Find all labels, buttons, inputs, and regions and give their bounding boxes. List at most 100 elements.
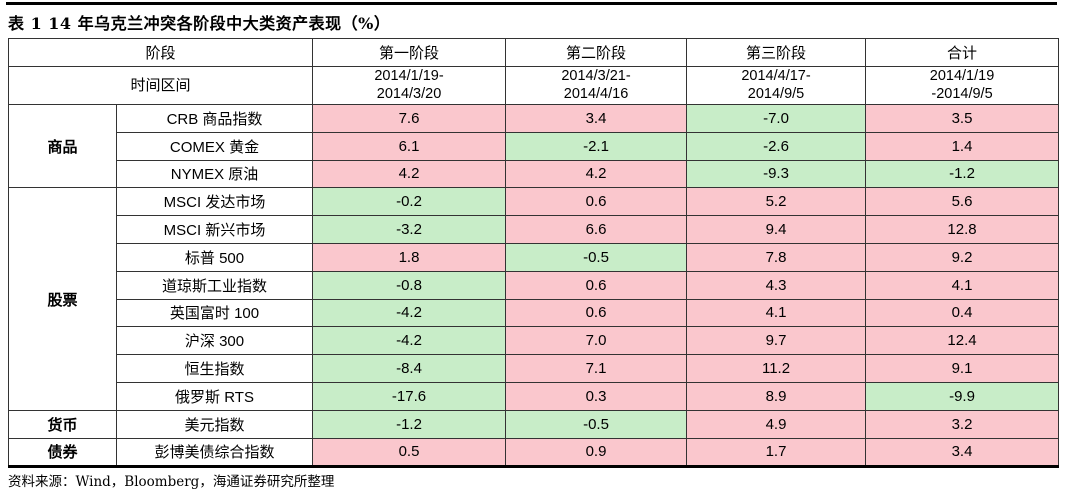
value-cell: -0.5 (505, 409, 688, 439)
value-cell: -8.4 (312, 354, 507, 383)
value-cell: 0.3 (505, 381, 688, 411)
total-period: 2014/1/19 -2014/9/5 (865, 66, 1060, 105)
category-cell: 商品 (8, 103, 117, 189)
value-cell: 12.8 (865, 215, 1060, 244)
value-cell: 0.6 (505, 298, 688, 328)
period-line: -2014/9/5 (931, 85, 993, 102)
value-cell: 1.4 (865, 131, 1060, 161)
source-note: 资料来源：Wind，Bloomberg，海通证券研究所整理 (8, 474, 335, 490)
total-header: 合计 (865, 38, 1060, 67)
value-cell: 5.6 (865, 187, 1060, 217)
table-row: 货币 美元指数 -1.2 -0.5 4.9 3.2 (8, 409, 1060, 439)
asset-cell: COMEX 黄金 (115, 131, 314, 161)
period-line: 2014/4/17- (741, 68, 811, 85)
period-line: 2014/4/16 (563, 85, 629, 102)
asset-cell: 道琼斯工业指数 (115, 270, 314, 300)
value-cell: 0.6 (505, 187, 688, 217)
value-cell: -9.9 (865, 381, 1060, 411)
value-cell: -7.0 (686, 104, 867, 133)
stage-header-label: 阶段 (7, 38, 314, 67)
value-cell: 9.1 (865, 354, 1060, 383)
stage-2-period: 2014/3/21- 2014/4/16 (505, 66, 688, 105)
stage-3-period: 2014/4/17- 2014/9/5 (686, 66, 867, 105)
stage-3-header: 第三阶段 (686, 38, 867, 67)
table-row: 俄罗斯 RTS -17.6 0.3 8.9 -9.9 (9, 381, 1060, 411)
value-cell: 4.9 (686, 409, 867, 439)
period-line: 2014/3/21- (561, 68, 631, 85)
value-cell: 9.2 (865, 242, 1060, 272)
value-cell: -0.2 (312, 187, 507, 217)
value-cell: -0.8 (312, 270, 507, 300)
value-cell: 0.5 (312, 437, 507, 468)
table-row: 商品 CRB 商品指数 7.6 3.4 -7.0 3.5 (8, 103, 1060, 189)
asset-cell: 沪深 300 (115, 326, 314, 356)
table-header: 阶段 第一阶段 第二阶段 第三阶段 合计 时间区间 2014/1/19- 201… (7, 38, 1060, 105)
stage-1-header: 第一阶段 (312, 38, 507, 67)
asset-cell: MSCI 发达市场 (115, 187, 314, 217)
period-line: 2014/1/19- (374, 68, 444, 85)
value-cell: 5.2 (686, 187, 867, 217)
stage-1-period: 2014/1/19- 2014/3/20 (312, 66, 507, 105)
asset-cell: 彭博美债综合指数 (115, 437, 314, 468)
value-cell: -4.2 (312, 326, 507, 356)
table-row: NYMEX 原油 4.2 4.2 -9.3 -1.2 (9, 159, 1060, 189)
value-cell: -4.2 (312, 298, 507, 328)
table-title: 表 1 14 年乌克兰冲突各阶段中大类资产表现（%） (8, 14, 391, 33)
top-divider-rule (6, 2, 1057, 5)
value-cell: 3.2 (865, 409, 1060, 439)
period-line: 2014/1/19 (929, 68, 995, 85)
value-cell: 4.2 (505, 159, 688, 189)
value-cell: 8.9 (686, 381, 867, 411)
value-cell: 6.6 (505, 215, 688, 244)
table-row: 债券 彭博美债综合指数 0.5 0.9 1.7 3.4 (8, 437, 1060, 468)
value-cell: 7.1 (505, 354, 688, 383)
asset-cell: NYMEX 原油 (115, 159, 314, 189)
value-cell: -9.3 (686, 159, 867, 189)
value-cell: 4.2 (312, 159, 507, 189)
asset-cell: 俄罗斯 RTS (115, 381, 314, 411)
category-cell: 股票 (8, 187, 117, 411)
value-cell: 6.1 (312, 131, 507, 161)
value-cell: -3.2 (312, 215, 507, 244)
period-line: 2014/9/5 (747, 85, 805, 102)
table-row: 恒生指数 -8.4 7.1 11.2 9.1 (9, 354, 1060, 383)
value-cell: 11.2 (686, 354, 867, 383)
table-row: 英国富时 100 -4.2 0.6 4.1 0.4 (9, 298, 1060, 328)
category-cell: 债券 (8, 437, 117, 468)
period-header-label: 时间区间 (7, 66, 314, 105)
value-cell: 9.7 (686, 326, 867, 356)
table-body: 商品 CRB 商品指数 7.6 3.4 -7.0 3.5 COMEX 黄金 6.1 -2.1 -2… (8, 103, 1060, 468)
asset-cell: 恒生指数 (115, 354, 314, 383)
value-cell: 9.4 (686, 215, 867, 244)
value-cell: 1.7 (686, 437, 867, 468)
table-row: 标普 500 1.8 -0.5 7.8 9.2 (9, 242, 1060, 272)
table-row: MSCI 新兴市场 -3.2 6.6 9.4 12.8 (9, 215, 1060, 244)
table-row: 股票 MSCI 发达市场 -0.2 0.6 5.2 5.6 (8, 187, 1060, 411)
asset-cell: 美元指数 (115, 409, 314, 439)
value-cell: 0.9 (505, 437, 688, 468)
value-cell: 3.4 (505, 104, 688, 133)
asset-cell: 英国富时 100 (115, 298, 314, 328)
value-cell: 3.5 (865, 104, 1060, 133)
value-cell: 7.6 (312, 104, 507, 133)
asset-cell: CRB 商品指数 (115, 104, 314, 133)
value-cell: 4.1 (865, 270, 1060, 300)
value-cell: 7.8 (686, 242, 867, 272)
stage-2-header: 第二阶段 (505, 38, 688, 67)
value-cell: 3.4 (865, 437, 1060, 468)
table-row: 道琼斯工业指数 -0.8 0.6 4.3 4.1 (9, 270, 1060, 300)
value-cell: 7.0 (505, 326, 688, 356)
value-cell: -1.2 (312, 409, 507, 439)
value-cell: 0.6 (505, 270, 688, 300)
asset-cell: 标普 500 (115, 242, 314, 272)
stage-header-row: 阶段 第一阶段 第二阶段 第三阶段 合计 (7, 38, 1060, 67)
period-header-row: 时间区间 2014/1/19- 2014/3/20 2014/3/21- 201… (7, 66, 1060, 105)
value-cell: 4.1 (686, 298, 867, 328)
value-cell: 0.4 (865, 298, 1060, 328)
value-cell: -17.6 (312, 381, 507, 411)
value-cell: 1.8 (312, 242, 507, 272)
value-cell: -1.2 (865, 159, 1060, 189)
value-cell: -2.6 (686, 131, 867, 161)
asset-performance-table: 阶段 第一阶段 第二阶段 第三阶段 合计 时间区间 2014/1/19- 201… (7, 38, 1060, 469)
